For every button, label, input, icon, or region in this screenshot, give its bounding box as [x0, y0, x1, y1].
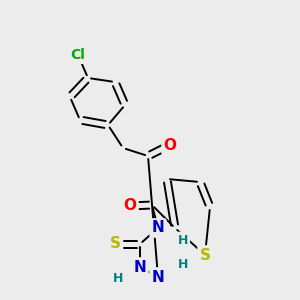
Text: H: H [178, 233, 188, 247]
Text: Cl: Cl [70, 48, 86, 62]
Text: S: S [110, 236, 121, 251]
Text: O: O [124, 199, 136, 214]
Text: N: N [134, 260, 146, 274]
Text: H: H [178, 259, 188, 272]
Text: O: O [164, 137, 176, 152]
Text: H: H [113, 272, 123, 284]
Text: N: N [152, 269, 164, 284]
Text: N: N [152, 220, 164, 236]
Text: S: S [200, 248, 211, 262]
